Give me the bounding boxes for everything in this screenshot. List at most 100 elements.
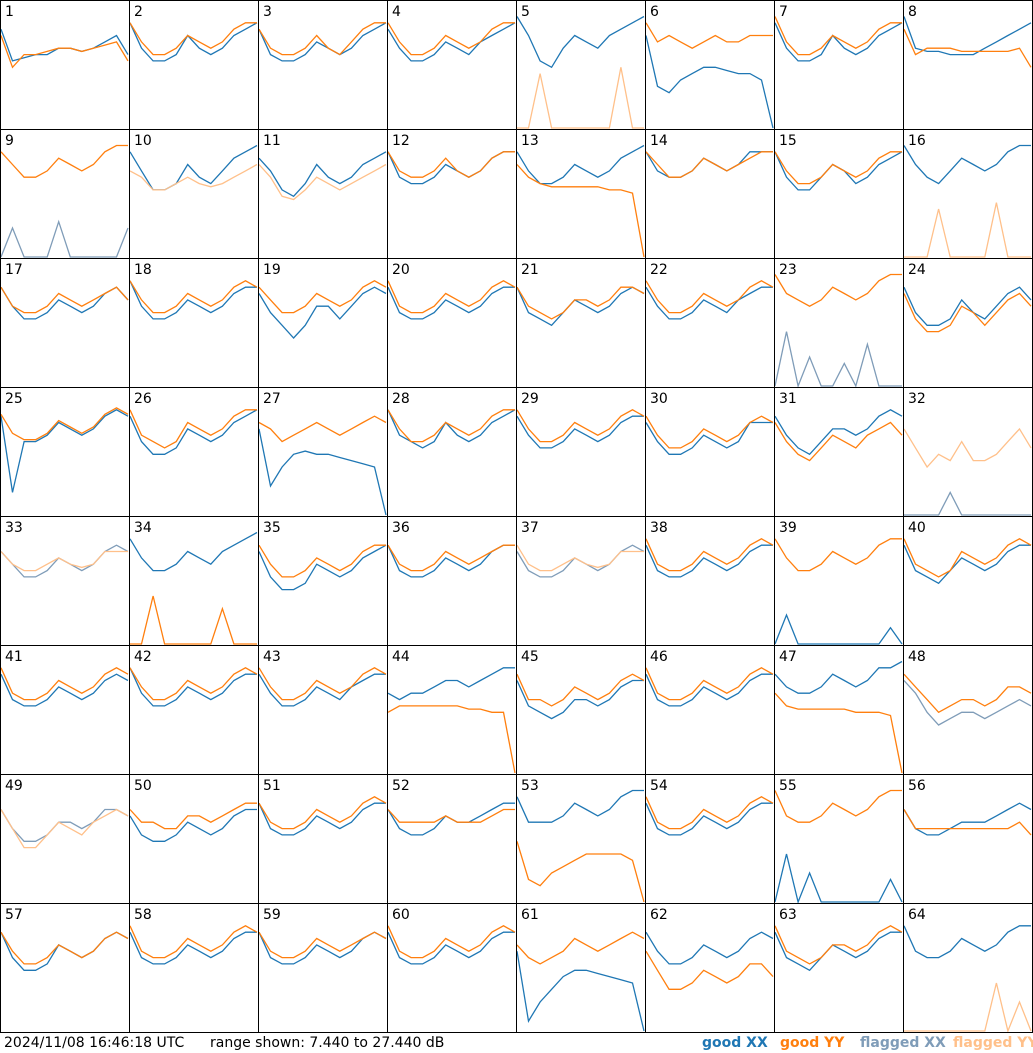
trace bbox=[387, 925, 516, 959]
panel-label: 18 bbox=[134, 262, 152, 278]
trace bbox=[129, 667, 257, 707]
panel-label: 3 bbox=[263, 4, 272, 20]
trace bbox=[774, 421, 903, 462]
trace bbox=[516, 144, 645, 185]
trace bbox=[129, 22, 257, 56]
panel-label: 41 bbox=[5, 649, 23, 665]
panel-label: 30 bbox=[650, 391, 668, 407]
trace bbox=[645, 667, 774, 701]
panel-label: 46 bbox=[650, 649, 668, 665]
panel-label: 52 bbox=[392, 778, 410, 794]
panel-label: 40 bbox=[908, 520, 926, 536]
trace bbox=[645, 796, 774, 830]
trace bbox=[387, 286, 515, 320]
trace bbox=[0, 673, 129, 707]
trace bbox=[516, 789, 644, 823]
trace bbox=[387, 705, 516, 774]
trace bbox=[516, 673, 645, 707]
panel-label: 54 bbox=[650, 778, 668, 794]
panel-label: 6 bbox=[650, 4, 659, 20]
trace bbox=[516, 164, 645, 258]
panel-label: 50 bbox=[134, 778, 152, 794]
panel-label: 24 bbox=[908, 262, 926, 278]
trace bbox=[387, 280, 516, 314]
panel-label: 17 bbox=[5, 262, 23, 278]
panel-frame bbox=[903, 0, 1033, 130]
panel-label: 27 bbox=[263, 391, 281, 407]
trace bbox=[516, 15, 645, 69]
panel-label: 48 bbox=[908, 649, 926, 665]
trace bbox=[904, 982, 1032, 1034]
trace bbox=[258, 22, 386, 56]
trace bbox=[774, 273, 902, 307]
panel-frame bbox=[645, 0, 775, 130]
panel-label: 47 bbox=[779, 649, 797, 665]
trace bbox=[774, 660, 903, 694]
trace bbox=[645, 421, 773, 455]
panel-label: 42 bbox=[134, 649, 152, 665]
trace bbox=[517, 67, 644, 129]
trace bbox=[0, 931, 129, 971]
trace bbox=[129, 409, 257, 449]
panel-label: 22 bbox=[650, 262, 668, 278]
panel-frame bbox=[516, 0, 646, 130]
trace bbox=[903, 680, 1032, 726]
panel-label: 56 bbox=[908, 778, 926, 794]
trace bbox=[903, 809, 1032, 836]
panel-frame bbox=[258, 0, 388, 130]
trace bbox=[645, 538, 774, 572]
trace bbox=[129, 280, 258, 314]
trace bbox=[516, 951, 645, 1032]
trace bbox=[130, 595, 257, 645]
trace bbox=[774, 331, 902, 389]
trace bbox=[0, 219, 129, 258]
panel-label: 5 bbox=[521, 4, 530, 20]
trace bbox=[774, 151, 902, 185]
trace bbox=[774, 692, 903, 774]
panel-label: 59 bbox=[263, 907, 281, 923]
trace bbox=[645, 673, 773, 707]
trace bbox=[903, 28, 1032, 68]
trace bbox=[387, 808, 515, 823]
trace bbox=[903, 544, 1031, 585]
trace bbox=[258, 931, 387, 959]
trace bbox=[0, 667, 129, 701]
panel-label: 23 bbox=[779, 262, 797, 278]
panel-label: 2 bbox=[134, 4, 143, 20]
trace bbox=[516, 286, 645, 320]
panel-label: 25 bbox=[5, 391, 23, 407]
trace bbox=[774, 853, 903, 905]
trace bbox=[774, 538, 902, 572]
trace bbox=[645, 280, 774, 314]
panel-label: 57 bbox=[5, 907, 23, 923]
trace bbox=[129, 802, 257, 830]
panel-label: 16 bbox=[908, 133, 926, 149]
trace bbox=[387, 544, 515, 572]
trace bbox=[129, 667, 258, 701]
panel-label: 20 bbox=[392, 262, 410, 278]
trace bbox=[645, 950, 774, 990]
trace bbox=[774, 16, 902, 56]
panel-label: 61 bbox=[521, 907, 539, 923]
trace bbox=[258, 802, 386, 836]
panel-frame bbox=[774, 0, 904, 130]
trace bbox=[0, 808, 129, 842]
legend-entry: good XX bbox=[702, 1035, 768, 1051]
panel-label: 29 bbox=[521, 391, 539, 407]
trace bbox=[774, 789, 902, 823]
panel-label: 21 bbox=[521, 262, 539, 278]
panel-label: 45 bbox=[521, 649, 539, 665]
trace bbox=[129, 22, 258, 62]
panel-label: 10 bbox=[134, 133, 152, 149]
trace bbox=[387, 409, 515, 443]
trace bbox=[904, 490, 1031, 516]
trace bbox=[129, 931, 257, 965]
panel-label: 14 bbox=[650, 133, 668, 149]
trace bbox=[387, 667, 515, 701]
panel-label: 7 bbox=[779, 4, 788, 20]
trace bbox=[645, 931, 774, 965]
panel-label: 63 bbox=[779, 907, 797, 923]
trace bbox=[516, 286, 645, 327]
